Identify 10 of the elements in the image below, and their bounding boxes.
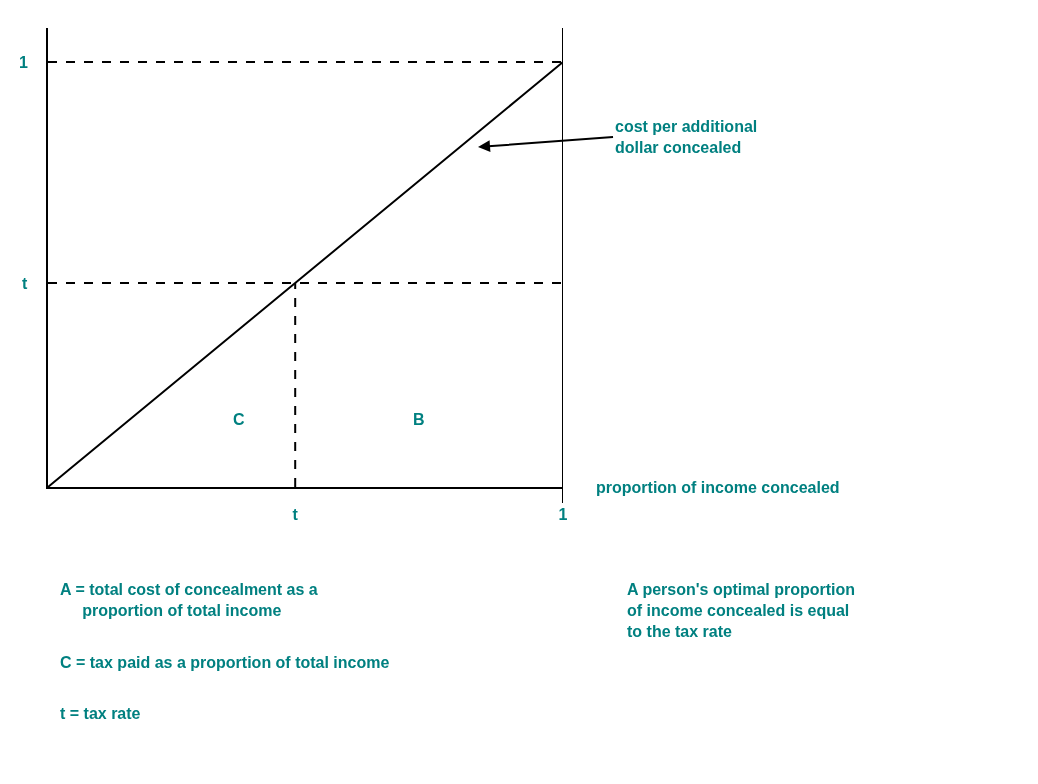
ref-line-label: 1 bbox=[19, 54, 28, 71]
x-axis-title: proportion of income concealed bbox=[596, 479, 840, 496]
annotation: C bbox=[233, 411, 245, 428]
text: cost per additional dollar concealed bbox=[615, 118, 758, 156]
ref-line-label: t bbox=[22, 275, 28, 292]
text: A person's optimal proportion of income concealed is equal to the tax rate bbox=[627, 581, 856, 640]
text: C = tax paid as a proportion of total income bbox=[60, 654, 390, 671]
annotation: B bbox=[413, 411, 425, 428]
text: A = total cost of concealment as a proportion of total income bbox=[60, 581, 318, 619]
text: t = tax rate bbox=[60, 705, 141, 722]
